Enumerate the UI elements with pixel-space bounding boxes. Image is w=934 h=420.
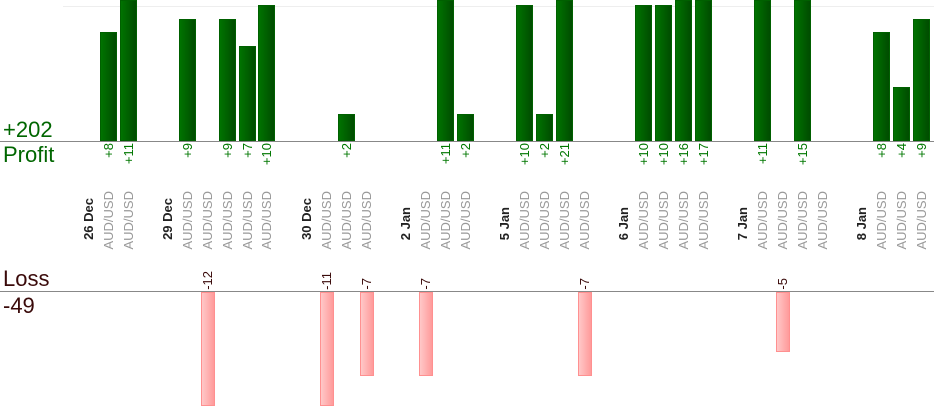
loss-bar [419,292,434,376]
category-label: AUD/USD [656,191,672,250]
category-label: AUD/USD [259,191,275,250]
category-label: AUD/USD [576,191,592,250]
loss-value-label: -11 [318,272,334,290]
profit-bar [258,5,276,141]
gridline [63,6,934,7]
category-label: AUD/USD [814,191,830,250]
category-label: AUD/USD [239,191,255,250]
profit-label: Profit [3,142,55,167]
loss-value-label: -5 [775,278,791,290]
category-label: AUD/USD [874,191,890,250]
profit-bar [555,0,573,141]
profit-value-label: +9 [219,143,235,158]
profit-value-label: +2 [457,143,473,158]
profit-bar [873,32,891,141]
loss-value-label: -12 [199,271,215,290]
date-label: 2 Jan [398,206,414,240]
loss-bar [776,292,791,352]
category-label: AUD/USD [100,191,116,250]
loss-value-label: -7 [358,278,374,290]
category-label: AUD/USD [556,191,572,250]
category-label: AUD/USD [457,191,473,250]
date-label: 29 Dec [160,198,176,240]
profit-bar [694,0,712,141]
date-label: 5 Jan [497,206,513,240]
profit-value-label: +11 [120,143,136,165]
profit-bar [337,113,355,141]
profit-value-label: +11 [755,143,771,165]
category-label: AUD/USD [517,191,533,250]
date-label: 6 Jan [616,206,632,240]
loss-bar [577,292,592,376]
profit-value-label: +17 [695,143,711,166]
category-label: AUD/USD [675,191,691,250]
category-label: AUD/USD [794,191,810,250]
category-label: AUD/USD [913,191,929,250]
profit-value-label: +10 [259,143,275,166]
loss-baseline [0,291,934,292]
profit-baseline [0,141,934,142]
category-label: AUD/USD [199,191,215,250]
category-label: AUD/USD [358,191,374,250]
category-label: AUD/USD [755,191,771,250]
profit-bar [754,0,772,141]
category-label: AUD/USD [180,191,196,250]
loss-bar [200,292,215,406]
profit-bar [179,18,197,141]
category-label: AUD/USD [437,191,453,250]
loss-label: Loss [3,266,50,291]
profit-value-label: +2 [537,143,553,158]
profit-bar [456,113,474,141]
profit-bar [99,32,117,141]
date-label: 30 Dec [299,198,315,240]
category-label: AUD/USD [775,191,791,250]
profit-value-label: +4 [894,143,910,158]
profit-value-label: +8 [874,143,890,158]
loss-bar [359,292,374,376]
profit-value-label: +21 [556,143,572,166]
profit-bar [635,5,653,141]
profit-bar [536,113,554,141]
loss-value-label: -7 [418,278,434,290]
profit-bar [893,86,911,141]
category-label: AUD/USD [338,191,354,250]
profit-value-label: +8 [100,143,116,158]
profit-bar [238,45,256,141]
category-label: AUD/USD [894,191,910,250]
profit-value-label: +2 [338,143,354,158]
profit-bar [655,5,673,141]
loss-bar [319,292,334,406]
date-label: 8 Jan [854,206,870,240]
profit-value-label: +9 [913,143,929,158]
loss-value-label: -7 [576,278,592,290]
category-label: AUD/USD [636,191,652,250]
profit-bar [793,0,811,141]
profit-value-label: +10 [656,143,672,166]
category-label: AUD/USD [318,191,334,250]
profit-value-label: +10 [517,143,533,166]
profit-bar [436,0,454,141]
profit-total: +202 [3,117,53,142]
category-label: AUD/USD [537,191,553,250]
profit-value-label: +15 [794,143,810,166]
date-label: 7 Jan [735,206,751,240]
loss-total: -49 [3,293,35,318]
profit-bar [218,18,236,141]
profit-bar [674,0,692,141]
profit-value-label: +10 [636,143,652,166]
profit-bar [516,5,534,141]
profit-bar [912,18,930,141]
profit-bar [119,0,137,141]
profit-value-label: +7 [239,143,255,158]
category-label: AUD/USD [120,191,136,250]
profit-value-label: +16 [675,143,691,166]
category-label: AUD/USD [695,191,711,250]
date-label: 26 Dec [81,198,96,240]
category-label: AUD/USD [219,191,235,250]
profit-value-label: +11 [437,143,453,165]
profit-value-label: +9 [180,143,196,158]
category-label: AUD/USD [418,191,434,250]
